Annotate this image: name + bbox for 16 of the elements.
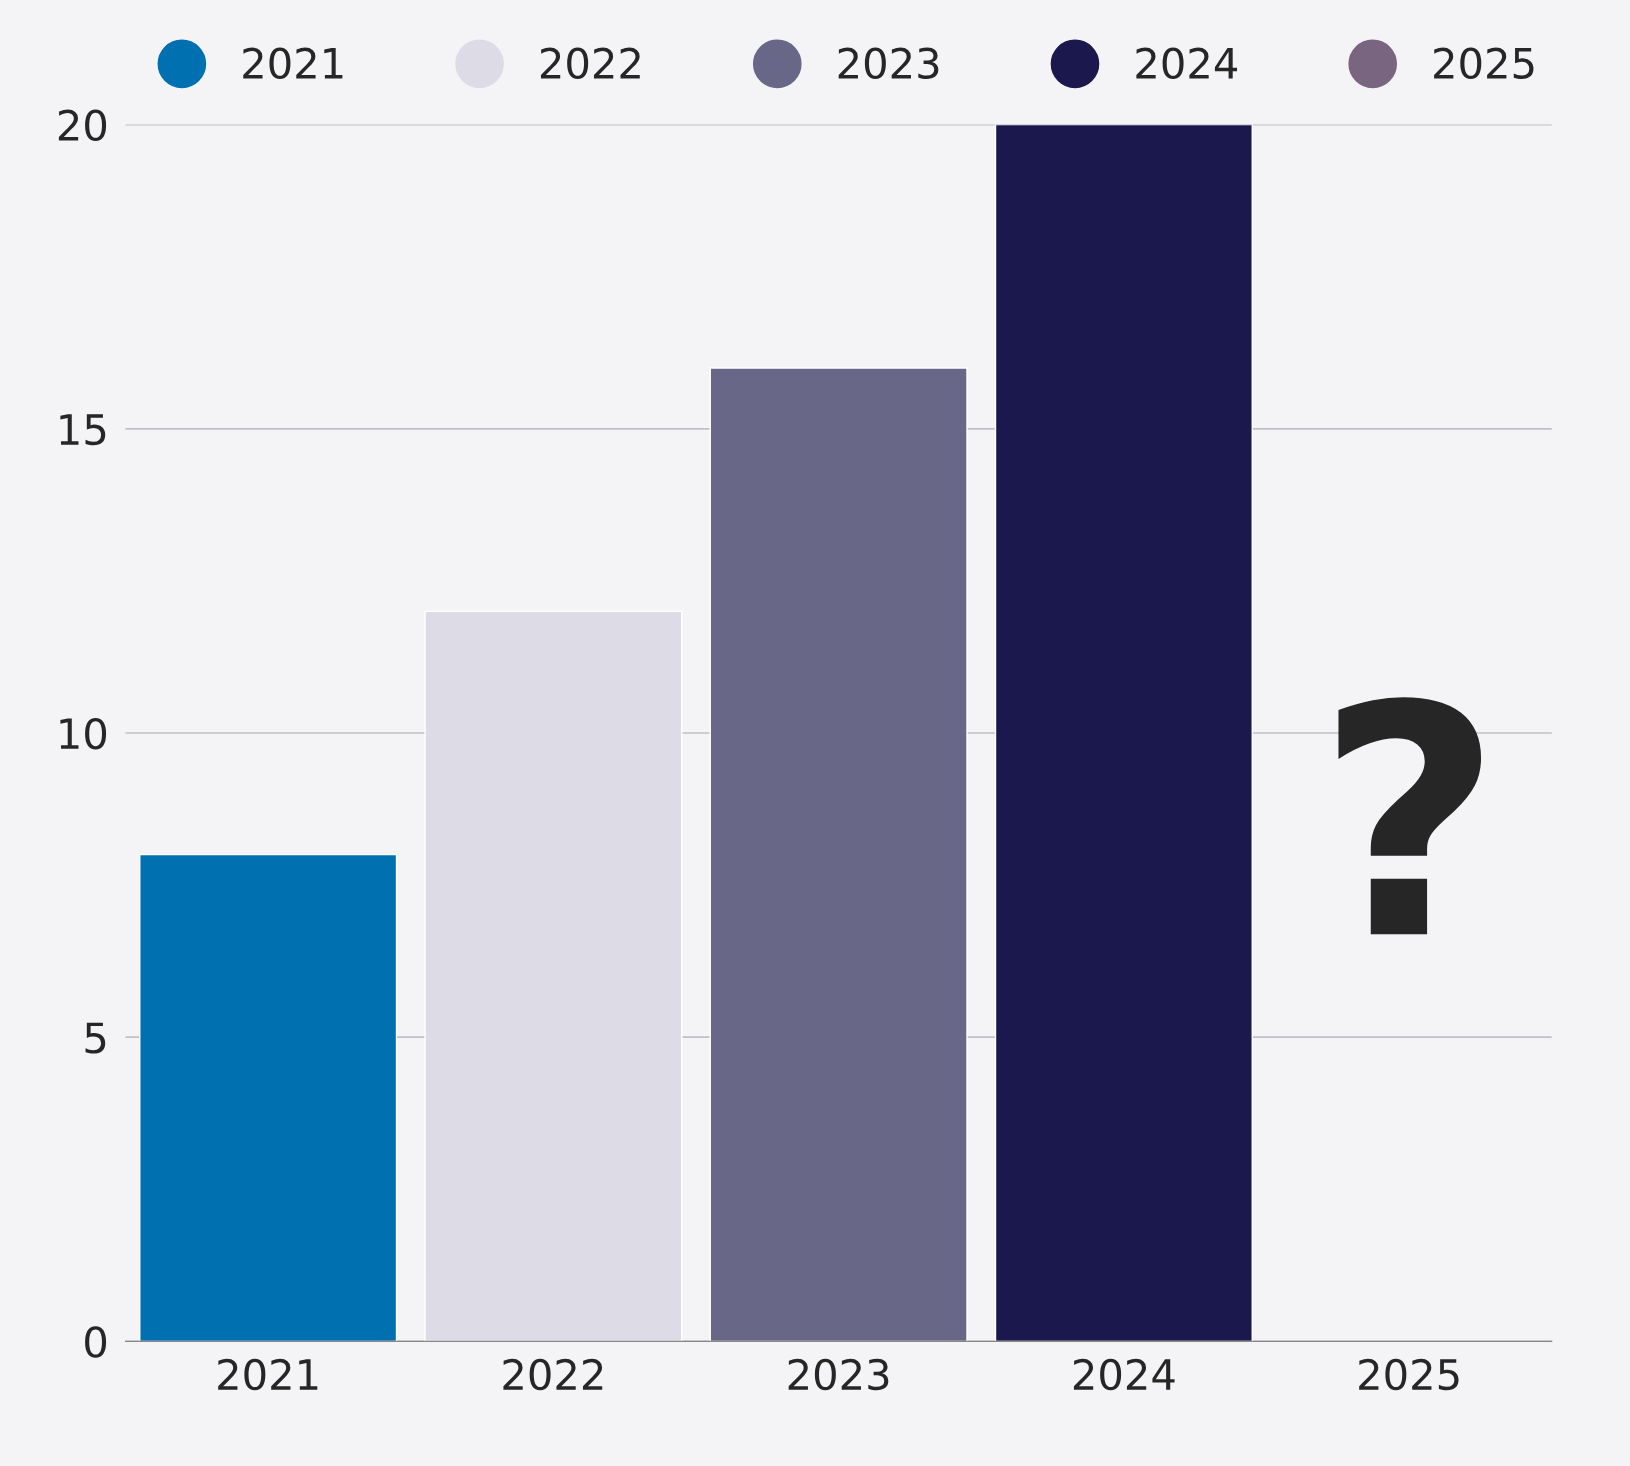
annotation: ?	[1338, 697, 1482, 935]
legend-label: 2024	[1136, 47, 1238, 80]
x-tick-label: 2024	[1073, 1358, 1175, 1391]
y-tick-label: 15	[60, 414, 106, 446]
legend-label: 2025	[1434, 47, 1534, 80]
x-tick-label: 2022	[503, 1358, 603, 1391]
y-tick-label: 0	[85, 1326, 107, 1358]
y-tick-label: 10	[60, 717, 107, 750]
x-tick-label: 2021	[218, 1358, 318, 1391]
y-tick-label: 20	[58, 109, 107, 142]
x-tick-label: 2025	[1359, 1358, 1459, 1391]
y-tick-label: 5	[85, 1022, 106, 1054]
x-tick-label: 2023	[788, 1358, 889, 1391]
legend-label: 2021	[243, 47, 343, 80]
legend-label: 2023	[838, 47, 939, 80]
legend-label: 2022	[540, 47, 640, 80]
